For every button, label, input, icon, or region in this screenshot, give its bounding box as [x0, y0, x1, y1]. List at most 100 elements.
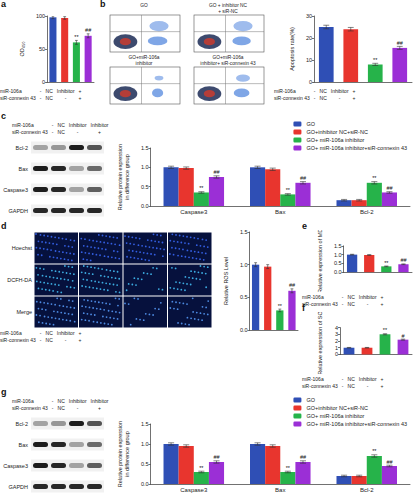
svg-text:0.5: 0.5 — [141, 184, 149, 190]
html-text:siR-connexin 43: siR-connexin 43 — [274, 95, 310, 101]
svg-text:#: # — [401, 333, 405, 339]
svg-text:**: ** — [373, 57, 378, 63]
html-text:NC: NC — [45, 95, 53, 101]
svg-text:Bax: Bax — [19, 442, 29, 448]
svg-text:50: 50 — [39, 46, 45, 52]
svg-text:**: ** — [384, 260, 389, 266]
svg-text:2: 2 — [335, 338, 338, 344]
svg-text:GO: GO — [140, 3, 148, 8]
svg-text:0.5: 0.5 — [240, 294, 248, 300]
svg-text:30: 30 — [306, 13, 312, 19]
svg-text:GO+ miR-106a inhibitor+siR-con: GO+ miR-106a inhibitor+siR-connexin 43 — [306, 145, 407, 151]
html-text:siR-connexin 43: siR-connexin 43 — [0, 95, 36, 101]
html-text:Inhibitor: Inhibitor — [330, 88, 349, 94]
svg-text:1.0: 1.0 — [141, 164, 149, 170]
svg-text:10: 10 — [306, 57, 312, 63]
svg-text:Bcl-2: Bcl-2 — [15, 421, 28, 427]
svg-text:##: ## — [213, 454, 220, 460]
svg-text:##: ## — [213, 169, 220, 175]
svg-text:Hoechst: Hoechst — [12, 245, 33, 251]
svg-text:##: ## — [289, 282, 296, 288]
svg-text:0.0: 0.0 — [141, 481, 149, 487]
svg-text:0.0: 0.0 — [141, 203, 149, 209]
svg-text:**: ** — [372, 448, 377, 454]
svg-text:Bax: Bax — [275, 487, 285, 493]
svg-text:4: 4 — [335, 325, 338, 331]
svg-text:Bcl-2: Bcl-2 — [360, 209, 374, 215]
svg-text:0.5: 0.5 — [334, 260, 342, 266]
svg-text:GO: GO — [306, 397, 315, 403]
svg-text:Caspase3: Caspase3 — [180, 209, 208, 215]
svg-text:GO+miR-106ainhibitor: GO+miR-106ainhibitor — [128, 55, 159, 66]
svg-text:1.5: 1.5 — [334, 243, 342, 249]
svg-text:GO+inhibitor NC+siR-NC: GO+inhibitor NC+siR-NC — [306, 129, 367, 135]
svg-text:Bax: Bax — [275, 209, 285, 215]
svg-text:Caspase3: Caspase3 — [180, 487, 208, 493]
svg-text:1.0: 1.0 — [334, 252, 342, 258]
svg-text:GO+ miR-106a inhibitor+siR-con: GO+ miR-106a inhibitor+siR-connexin 43 — [306, 421, 407, 427]
svg-text:##: ## — [386, 459, 393, 465]
svg-text:##: ## — [300, 454, 307, 460]
svg-text:**: ** — [286, 187, 291, 193]
svg-text:in difference group: in difference group — [124, 154, 130, 199]
html-text:NC: NC — [319, 95, 327, 101]
html-text:miR-106a: miR-106a — [0, 88, 22, 94]
svg-text:100: 100 — [36, 13, 45, 19]
svg-text:0.0: 0.0 — [240, 327, 248, 333]
svg-text:Bcl-2: Bcl-2 — [360, 487, 374, 493]
svg-text:**: ** — [74, 34, 79, 40]
svg-text:3: 3 — [335, 331, 338, 337]
html-text:miR-106a: miR-106a — [274, 88, 296, 94]
svg-text:1.0: 1.0 — [240, 262, 248, 268]
svg-text:1.5: 1.5 — [141, 145, 149, 151]
svg-text:20: 20 — [306, 35, 312, 41]
svg-text:**: ** — [199, 465, 204, 471]
svg-text:GO + inhibitor NC+ siR-NC: GO + inhibitor NC+ siR-NC — [209, 3, 248, 14]
svg-text:0: 0 — [42, 79, 45, 85]
svg-text:##: ## — [400, 257, 407, 263]
svg-text:Relative ROS Level: Relative ROS Level — [223, 257, 229, 305]
svg-text:GAPDH: GAPDH — [8, 208, 28, 214]
svg-text:0.5: 0.5 — [141, 461, 149, 467]
svg-text:0.0: 0.0 — [334, 269, 342, 275]
svg-text:**: ** — [199, 185, 204, 191]
svg-text:##: ## — [397, 40, 404, 46]
svg-text:GO+inhibitor NC+siR-NC: GO+inhibitor NC+siR-NC — [306, 405, 367, 411]
svg-text:GO+ miR-106a inhibitor: GO+ miR-106a inhibitor — [306, 137, 364, 143]
html-text:Inhibitor: Inhibitor — [56, 88, 75, 94]
svg-text:GO: GO — [306, 121, 315, 127]
svg-text:Caspase3: Caspase3 — [3, 187, 28, 193]
svg-text:GO+miR-106ainhibitor+ siR-conn: GO+miR-106ainhibitor+ siR-connexin 43 — [200, 55, 256, 66]
svg-text:Relative expression of MDA: Relative expression of MDA — [317, 230, 323, 292]
svg-text:**: ** — [278, 303, 283, 309]
svg-text:##: ## — [300, 175, 307, 181]
html-text:NC: NC — [45, 88, 53, 94]
svg-text:Relative expression of SOD: Relative expression of SOD — [317, 312, 323, 374]
svg-text:0: 0 — [309, 79, 312, 85]
svg-text:1.5: 1.5 — [141, 421, 149, 427]
svg-text:GAPDH: GAPDH — [8, 484, 28, 490]
svg-text:Relative protein expression: Relative protein expression — [117, 421, 123, 487]
svg-text:1.0: 1.0 — [141, 441, 149, 447]
svg-text:in difference group: in difference group — [124, 431, 130, 476]
svg-text:Bcl-2: Bcl-2 — [15, 145, 28, 151]
svg-text:Apoptosis rate(%): Apoptosis rate(%) — [289, 27, 295, 71]
html-text:b: b — [100, 0, 106, 9]
svg-text:1: 1 — [335, 345, 338, 351]
html-text:d: d — [1, 221, 7, 231]
svg-text:**: ** — [286, 465, 291, 471]
svg-text:**: ** — [372, 175, 377, 181]
svg-text:OD₄₅₀: OD₄₅₀ — [19, 42, 25, 57]
svg-text:Merge: Merge — [16, 309, 32, 315]
svg-text:##: ## — [85, 27, 92, 33]
svg-text:1.5: 1.5 — [240, 229, 248, 235]
svg-text:Relative protein expression: Relative protein expression — [117, 144, 123, 210]
html-text:NC: NC — [319, 88, 327, 94]
svg-text:**: ** — [383, 327, 388, 333]
svg-text:Caspase3: Caspase3 — [3, 463, 28, 469]
svg-text:GO+ miR-106a inhibitor: GO+ miR-106a inhibitor — [306, 413, 364, 419]
svg-text:Bax: Bax — [19, 166, 29, 172]
svg-text:DCFH-DA: DCFH-DA — [7, 277, 32, 283]
svg-text:0: 0 — [335, 351, 338, 357]
svg-text:##: ## — [386, 185, 393, 191]
